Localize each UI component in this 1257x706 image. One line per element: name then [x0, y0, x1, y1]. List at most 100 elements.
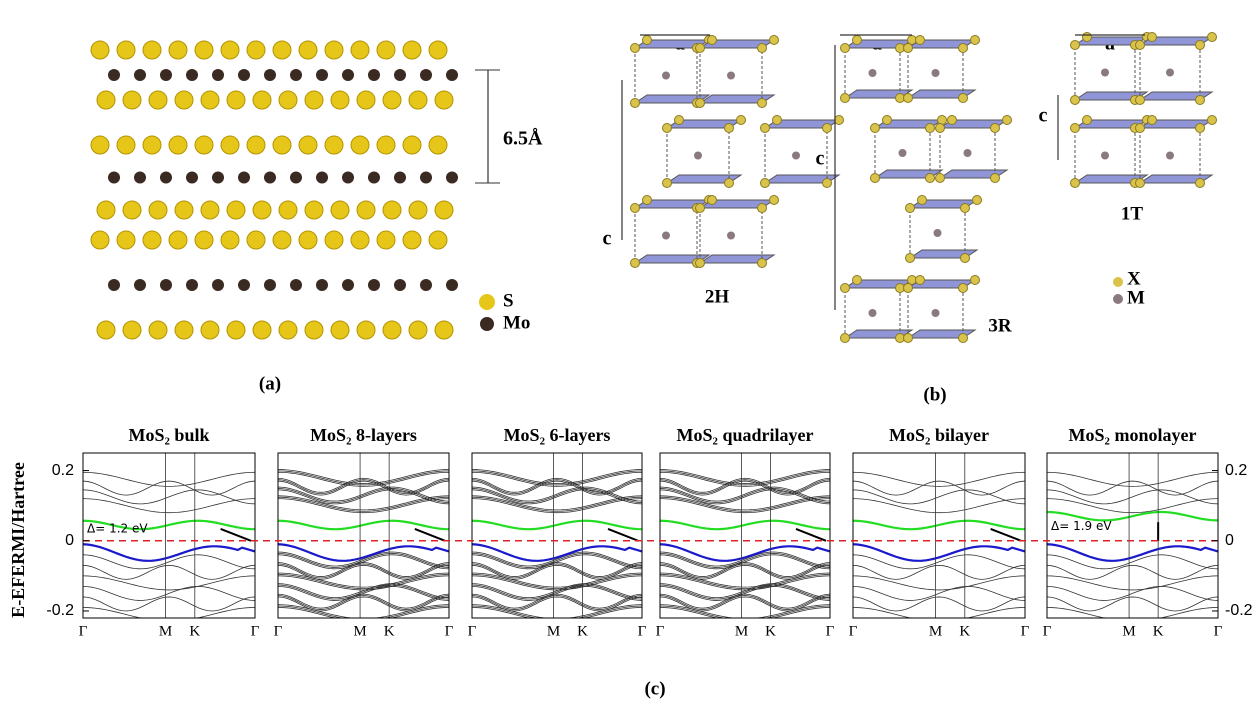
chalcogen [853, 276, 862, 285]
chalcogen [871, 124, 880, 133]
chalcogen [631, 44, 640, 53]
k-point-label: K [959, 623, 970, 639]
band [1047, 597, 1218, 611]
s-atom [253, 321, 271, 339]
k-point-label: Γ [468, 623, 477, 639]
chalcogen [823, 124, 832, 133]
layer-spacing: 6.5Å [503, 127, 543, 150]
mo-atom [108, 69, 120, 81]
s-atom [305, 201, 323, 219]
chalcogen [696, 204, 705, 213]
structure-label: 1T [1121, 203, 1144, 224]
mo-atom [446, 172, 458, 184]
band [83, 472, 255, 486]
s-atom [429, 136, 447, 154]
chalcogen [1208, 33, 1217, 42]
k-point-label: Γ [274, 623, 283, 639]
s-atom [383, 321, 401, 339]
chalcogen [696, 99, 705, 108]
chalcogen [961, 254, 970, 263]
unit-cell [761, 116, 844, 188]
chalcogen [961, 204, 970, 213]
chalcogen [675, 116, 684, 125]
s-atom [149, 91, 167, 109]
mo-atom [290, 279, 302, 291]
s-atom [435, 321, 453, 339]
chalcogen [904, 94, 913, 103]
mo-atom [394, 69, 406, 81]
k-point-label: M [1122, 623, 1135, 639]
unit-cell [906, 196, 982, 263]
s-atom [201, 91, 219, 109]
mo-atom [368, 172, 380, 184]
k-point-label: Γ [849, 623, 858, 639]
band [1047, 586, 1218, 600]
s-atom [123, 91, 141, 109]
lattice-c: c [603, 228, 612, 250]
band [472, 574, 642, 588]
band [83, 597, 255, 611]
band [1047, 607, 1218, 618]
band [660, 576, 830, 590]
valence-band [853, 544, 1025, 561]
mo-atom [108, 172, 120, 184]
chalcogen [1196, 124, 1205, 133]
mo-atom [316, 172, 328, 184]
s-atom [435, 201, 453, 219]
s-atom [299, 231, 317, 249]
s-atom [247, 41, 265, 59]
chalcogen [725, 179, 734, 188]
legend-mo-dot [480, 317, 494, 331]
k-point-label: M [735, 623, 748, 639]
chalcogen [1196, 41, 1205, 50]
chalcogen [758, 259, 767, 268]
chalcogen [1196, 96, 1205, 105]
s-atom [435, 91, 453, 109]
chalcogen [959, 94, 968, 103]
band [853, 565, 1025, 579]
mo-atom [264, 279, 276, 291]
s-atom [227, 201, 245, 219]
mo-atom [342, 69, 354, 81]
valence-band [1047, 544, 1218, 561]
s-atom [377, 136, 395, 154]
chalcogen [737, 116, 746, 125]
band [1047, 472, 1218, 486]
band [83, 576, 255, 590]
chalcogen [1083, 33, 1092, 42]
conduction-band [853, 521, 1025, 529]
band [1047, 576, 1218, 590]
s-atom [273, 231, 291, 249]
chalcogen [991, 174, 1000, 183]
chalcogen [770, 36, 779, 45]
s-atom [299, 136, 317, 154]
s-atom [351, 136, 369, 154]
mo-atom [342, 172, 354, 184]
mo-atom [446, 279, 458, 291]
chalcogen [696, 44, 705, 53]
conduction-band [660, 521, 830, 529]
s-atom [331, 321, 349, 339]
chalcogen [663, 179, 672, 188]
mo-atom [108, 279, 120, 291]
s-atom [403, 136, 421, 154]
s-atom [351, 41, 369, 59]
s-atom [175, 91, 193, 109]
chalcogen [959, 44, 968, 53]
caption-a: (a) [259, 373, 281, 394]
mo-atom [212, 172, 224, 184]
s-atom [195, 231, 213, 249]
band [278, 574, 449, 588]
s-atom [169, 231, 187, 249]
k-point-label: M [547, 623, 560, 639]
metal [1101, 69, 1109, 77]
metal [934, 229, 942, 237]
band [853, 499, 1025, 513]
s-atom [429, 41, 447, 59]
chalcogen [904, 44, 913, 53]
s-atom [273, 136, 291, 154]
chalcogen [643, 36, 652, 45]
chalcogen [959, 334, 968, 343]
unit-cell [696, 36, 779, 108]
chalcogen [936, 174, 945, 183]
